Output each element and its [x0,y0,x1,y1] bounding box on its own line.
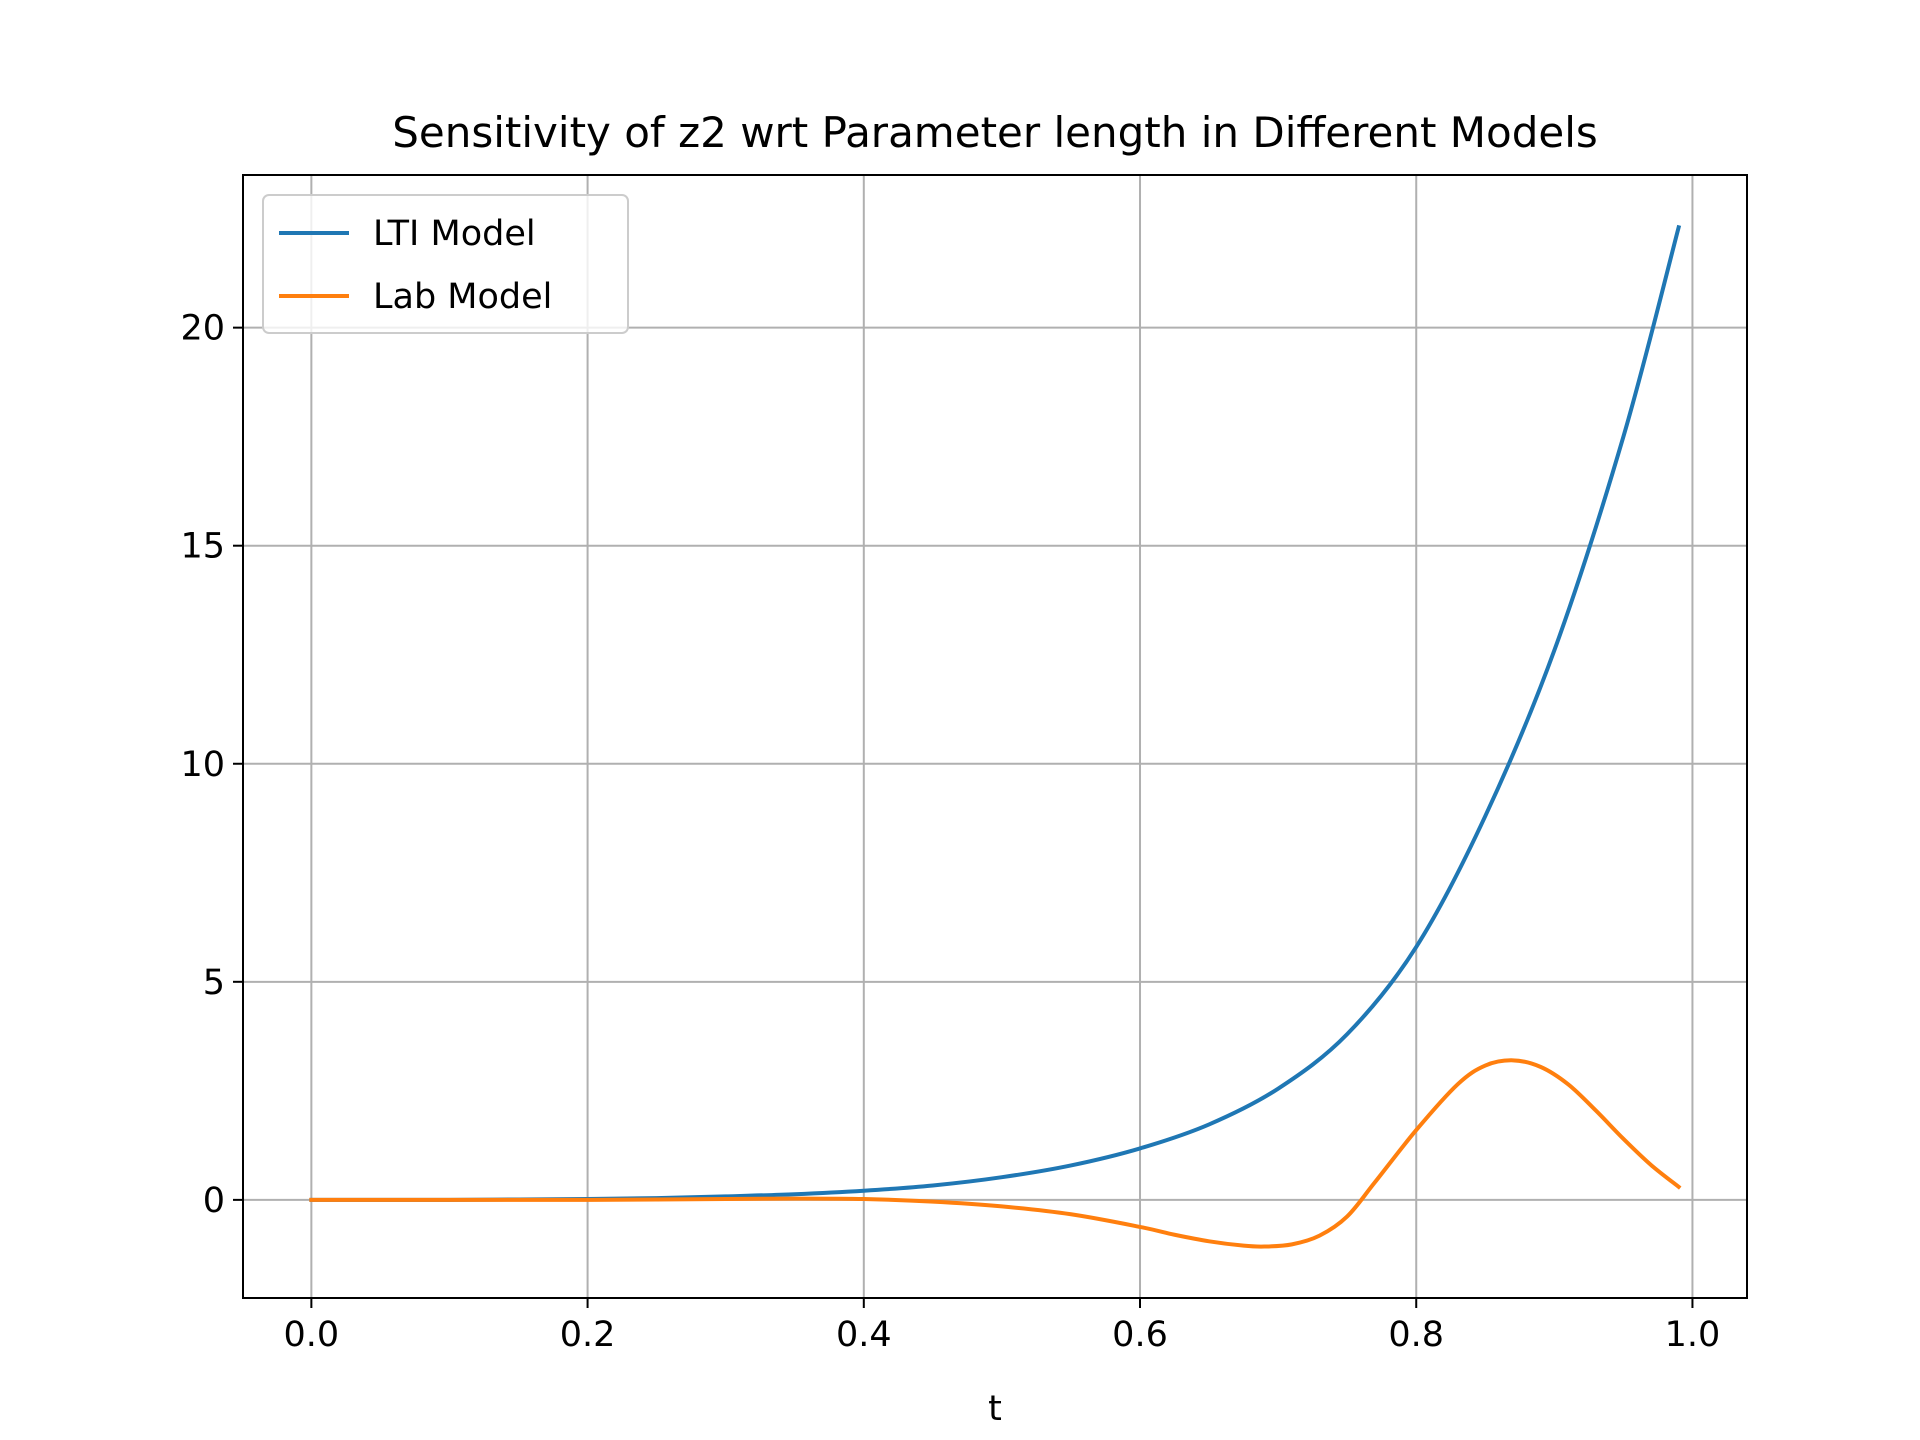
x-tick-label: 0.2 [560,1315,616,1355]
plot-frame [242,174,1748,1299]
x-tick-label: 1.0 [1665,1315,1721,1355]
x-axis-label: t [988,1389,1002,1429]
legend-box [262,194,629,334]
y-tick-label: 10 [180,745,225,785]
x-tick-label: 0.0 [284,1315,340,1355]
legend: LTI Model Lab Model [262,194,629,334]
y-tick-label: 15 [180,527,225,567]
series-line-lab-model [309,1058,1682,1249]
y-tick-label: 5 [203,963,225,1003]
y-tick-label: 0 [203,1181,225,1221]
chart-title: Sensitivity of z2 wrt Parameter length i… [392,108,1598,157]
x-tick-label: 0.8 [1388,1315,1444,1355]
y-tick-label: 20 [180,309,225,349]
legend-entry-label: LTI Model [373,214,536,254]
x-tick-label: 0.6 [1112,1315,1168,1355]
legend-entry-label: Lab Model [373,277,552,317]
ticks: 0.0 0.2 0.4 0.6 0.8 1.0 0 5 10 15 20 [180,309,1720,1355]
x-tick-label: 0.4 [836,1315,892,1355]
series-layer [309,224,1682,1249]
grid [243,175,1747,1298]
